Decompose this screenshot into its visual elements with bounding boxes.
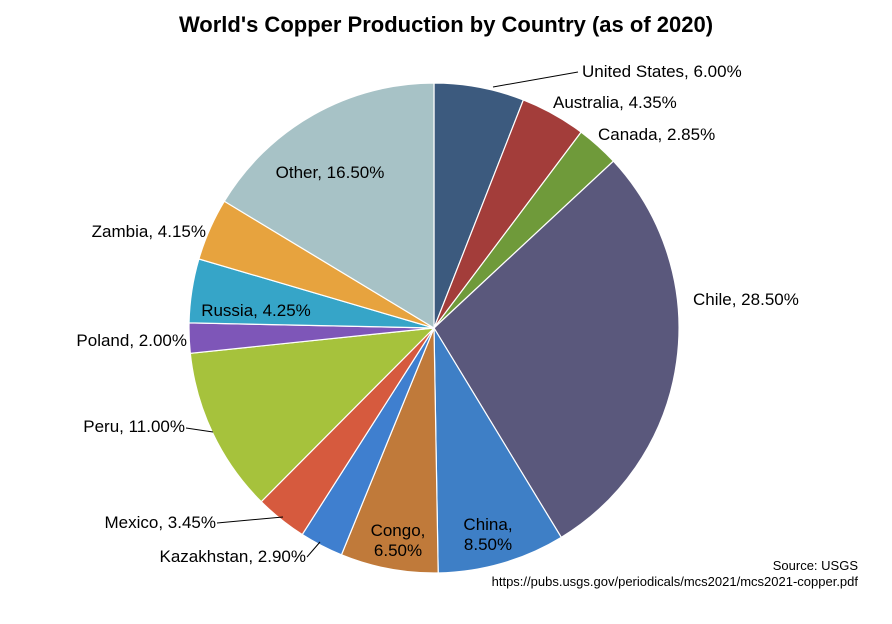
slice-label-zambia: Zambia, 4.15%: [92, 222, 206, 241]
slice-label-other: Other, 16.50%: [276, 163, 385, 182]
slice-label-china: China, 8.50%: [463, 515, 512, 554]
pie-slice-china: [433, 325, 563, 574]
leader-line-peru: [185, 427, 214, 433]
slice-labels: United States, 6.00% Australia, 4.35% Cana…: [76, 62, 798, 566]
slice-label-russia: Russia, 4.25%: [201, 301, 311, 320]
leader-line-kazakhstan: [306, 541, 321, 558]
leader-line-united-states: [492, 71, 579, 88]
pie-slice-peru: [189, 327, 436, 503]
slice-label-peru: Peru, 11.00%: [83, 417, 185, 436]
slice-label-chile: Chile, 28.50%: [693, 290, 799, 309]
slice-label-mexico: Mexico, 3.45%: [105, 513, 217, 532]
slice-label-poland: Poland, 2.00%: [76, 331, 187, 350]
source-credit: Source: USGS: [773, 558, 859, 573]
source-url: https://pubs.usgs.gov/periodicals/mcs202…: [492, 574, 859, 589]
pie-slices: [188, 82, 680, 574]
pie-slice-chile: [433, 160, 680, 539]
chart-title: World's Copper Production by Country (as…: [179, 12, 713, 37]
slice-label-congo: Congo, 6.50%: [371, 521, 426, 560]
label-leader-lines: [185, 71, 579, 558]
leader-line-mexico: [216, 516, 284, 524]
slice-label-canada: Canada, 2.85%: [598, 125, 715, 144]
pie-slice-other: [223, 82, 435, 330]
slice-label-australia: Australia, 4.35%: [553, 93, 677, 112]
slice-label-kazakhstan: Kazakhstan, 2.90%: [160, 547, 306, 566]
slice-label-united-states: United States, 6.00%: [582, 62, 742, 81]
